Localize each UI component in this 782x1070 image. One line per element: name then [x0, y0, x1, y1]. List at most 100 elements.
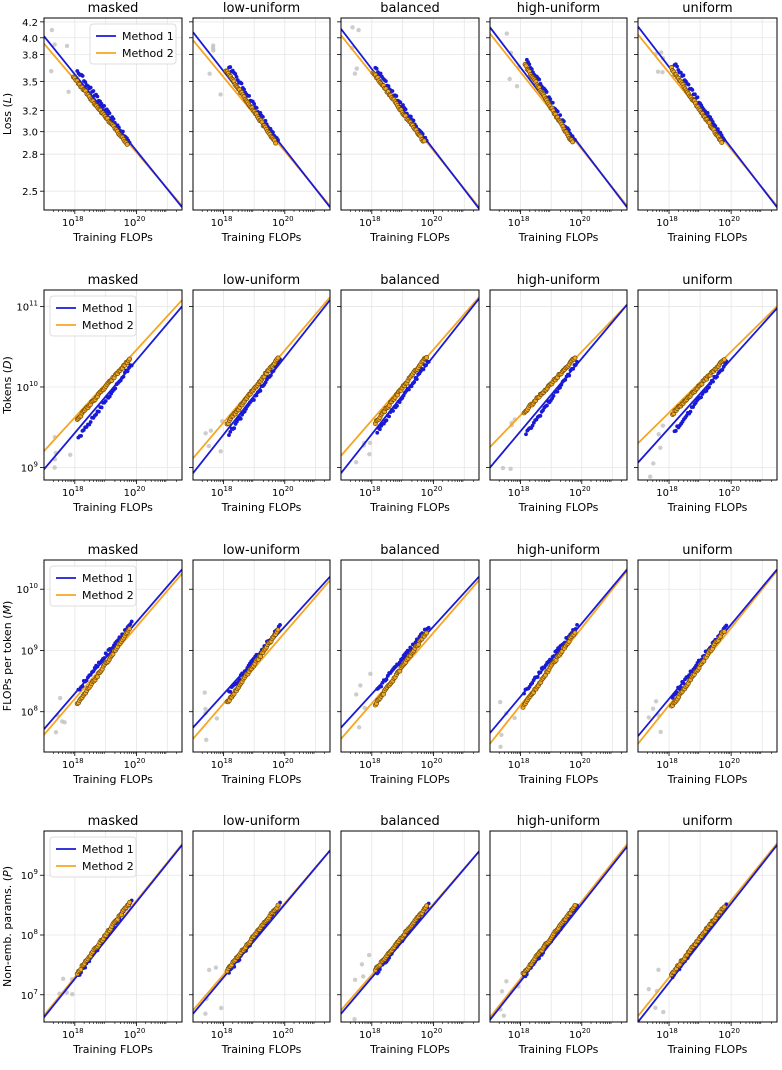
outlier-point [658, 50, 664, 55]
axes-frame [340, 559, 480, 753]
panel-uniform: 1018 1020 Training FLOPs uniform [634, 543, 778, 786]
x-tick-label: 1018 [211, 215, 233, 229]
method1-point [693, 92, 697, 97]
x-tick-exponent: 20 [433, 1027, 442, 1035]
plot-area [193, 849, 330, 1016]
y-tick-label: 4.0 [22, 34, 38, 45]
y-tick-exponent: 11 [29, 299, 38, 307]
method1-point [555, 389, 560, 394]
x-tick-exponent: 20 [582, 215, 591, 223]
panel-masked: 1018 1020 Training FLOPs masked 2.5 2.8 3.0 3.2… [22, 1, 183, 244]
method1-point [233, 72, 238, 76]
outlier-point [656, 432, 661, 437]
method1-point [559, 382, 564, 387]
outlier-point [498, 699, 503, 705]
x-tick-exponent: 18 [372, 485, 381, 493]
method1-point [268, 373, 273, 378]
method1-point [567, 373, 572, 378]
method1-point [378, 71, 383, 76]
legend: Method 1 Method 2 [49, 836, 137, 878]
method1-point [80, 74, 85, 78]
y-tick-label: 3.5 [22, 77, 38, 88]
x-tick-exponent: 20 [433, 485, 442, 493]
x-tick-exponent: 18 [669, 215, 678, 223]
x-tick-exponent: 20 [433, 757, 442, 765]
method2-point [273, 140, 279, 146]
outlier-point [52, 42, 57, 47]
outlier-point [52, 465, 57, 470]
x-tick-label: 1018 [656, 757, 678, 771]
plot-area [490, 304, 627, 471]
plot-area [341, 850, 479, 1022]
x-axis-label: Training FLOPs [667, 501, 748, 514]
plot-area [490, 843, 627, 1021]
x-tick-exponent: 20 [582, 1027, 591, 1035]
outlier-point [208, 428, 214, 433]
method1-point [91, 89, 96, 93]
method1-point [409, 384, 414, 389]
method1-point [94, 412, 99, 417]
method1-point [113, 386, 118, 391]
panel-title: low-uniform [223, 1, 300, 16]
y-tick-label: 3.2 [22, 107, 38, 118]
y-tick-label: 4.2 [22, 18, 38, 29]
y-tick-exponent: 9 [34, 461, 38, 469]
outlier-point [361, 974, 366, 979]
axes-frame [340, 17, 480, 211]
x-axis-label: Training FLOPs [72, 501, 153, 514]
outlier-point [218, 449, 223, 454]
x-tick-label: 1020 [272, 215, 294, 229]
panel-title: uniform [682, 273, 732, 288]
method1-point [111, 117, 116, 121]
x-tick-exponent: 18 [372, 1027, 381, 1035]
legend-label-method2: Method 2 [82, 589, 134, 602]
x-axis-label: Training FLOPs [369, 773, 450, 786]
outlier-point [202, 690, 207, 695]
x-axis-label: Training FLOPs [72, 773, 153, 786]
outlier-point [64, 43, 70, 49]
x-axis-label: Training FLOPs [518, 231, 599, 244]
x-axis-label: Training FLOPs [221, 501, 302, 514]
x-tick-label: 1018 [211, 757, 233, 771]
outlier-point [366, 952, 372, 958]
method1-point [228, 65, 233, 69]
y-axis-label: Loss (L) [1, 93, 14, 135]
y-tick-label: 3.8 [22, 51, 38, 62]
method2-fit-line [193, 579, 330, 740]
x-tick-label: 1018 [656, 1027, 678, 1041]
method1-point [99, 101, 104, 106]
method2-point [572, 355, 578, 361]
panel-low-uniform: 1018 1020 Training FLOPs low-uniform [189, 273, 331, 514]
plot-area [341, 296, 479, 474]
method1-point [537, 77, 542, 82]
x-tick-label: 1020 [421, 485, 443, 499]
outlier-point [206, 967, 212, 973]
method1-point [88, 85, 93, 90]
method1-point [232, 426, 237, 431]
outlier-point [499, 989, 505, 994]
method1-point [102, 656, 107, 660]
method1-point [681, 73, 686, 78]
x-tick-label: 1018 [359, 485, 381, 499]
x-tick-exponent: 18 [75, 757, 84, 765]
x-tick-exponent: 18 [75, 1027, 84, 1035]
plot-area [638, 26, 777, 208]
method1-point [375, 430, 380, 435]
x-axis-label: Training FLOPs [667, 1043, 748, 1056]
method1-point [400, 656, 405, 661]
method1-point [80, 684, 85, 689]
panel-high-uniform: 1018 1020 Training FLOPs high-uniform [486, 273, 628, 514]
outlier-point [49, 68, 54, 74]
outlier-point [66, 89, 71, 94]
outlier-point [57, 695, 63, 701]
method2-point [275, 627, 281, 633]
method1-point [414, 377, 419, 382]
x-tick-exponent: 20 [582, 757, 591, 765]
x-tick-label: 1020 [421, 1027, 443, 1041]
legend-box [49, 565, 137, 607]
y-axis-label-text: Tokens ( [1, 369, 14, 415]
method1-point [91, 669, 96, 674]
method1-point [401, 103, 405, 107]
x-tick-exponent: 20 [285, 215, 294, 223]
x-tick-label: 1018 [656, 215, 678, 229]
